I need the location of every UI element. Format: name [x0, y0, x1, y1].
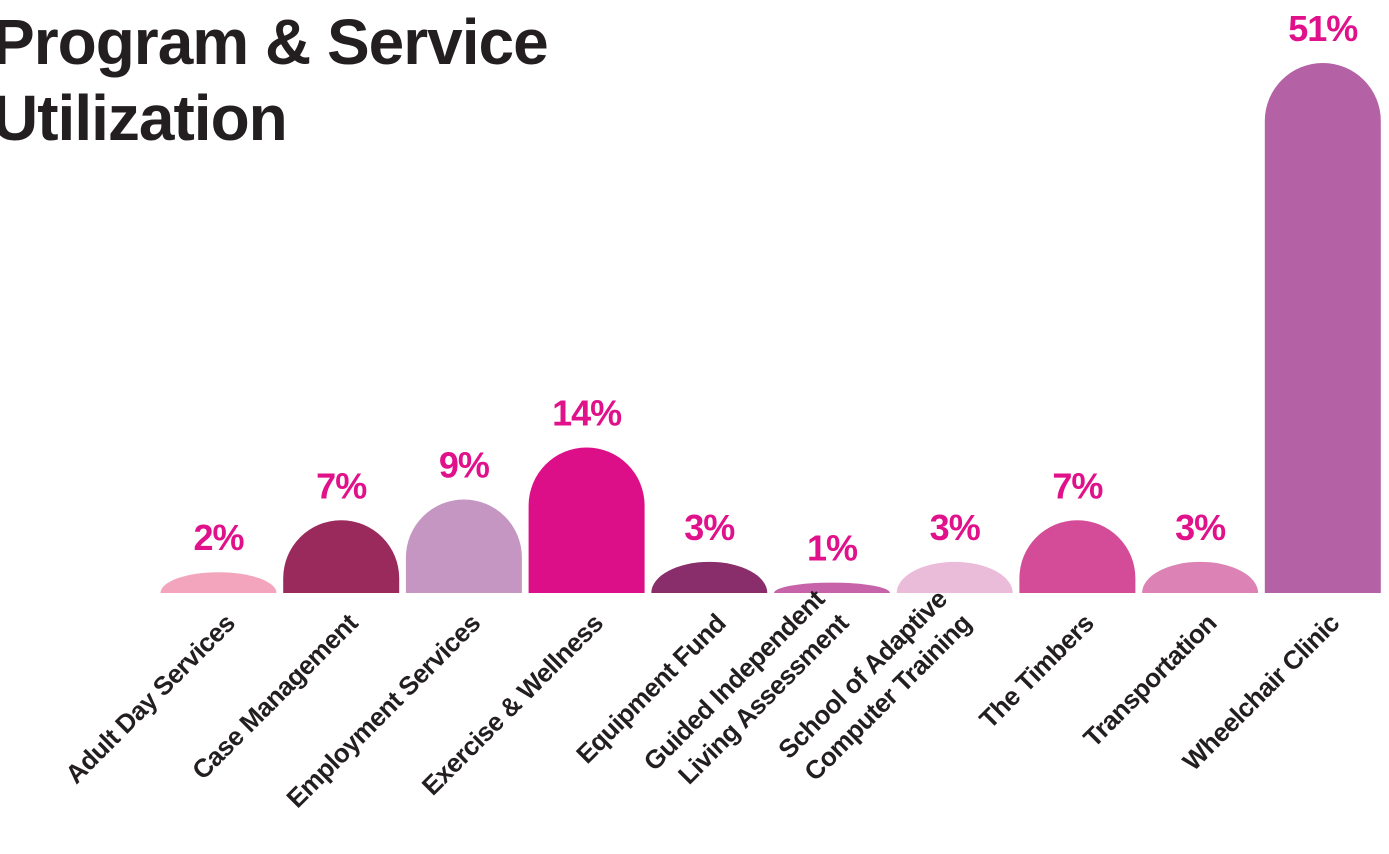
value-label-wheelchair-clinic: 51% — [1288, 8, 1358, 49]
value-label-case-management: 7% — [316, 465, 367, 506]
value-label-transportation: 3% — [1175, 507, 1226, 548]
value-label-the-timbers: 7% — [1052, 465, 1103, 506]
value-label-employment-services: 9% — [439, 444, 490, 485]
bar-transportation — [1142, 561, 1259, 593]
value-label-adult-day-services: 2% — [193, 517, 244, 558]
value-label-exercise-and-wellness: 14% — [552, 393, 622, 434]
chart-title: Program & Service Utilization — [0, 6, 565, 154]
value-label-guided-independent-living-assessment: 1% — [807, 528, 858, 569]
value-label-school-of-adaptive-computer-training: 3% — [930, 507, 981, 548]
bar-school-of-adaptive-computer-training — [896, 561, 1013, 593]
bar-adult-day-services — [160, 572, 277, 593]
bar-the-timbers — [1019, 520, 1136, 593]
chart-title-line-2: Utilization — [0, 82, 287, 154]
tick-label-the-timbers: The Timbers — [973, 608, 1099, 734]
bar-case-management — [283, 520, 400, 593]
chart-title-line-1: Program & Service — [0, 6, 548, 78]
bar-employment-services — [405, 499, 522, 593]
value-labels-group: 2% 7% 9% 14% 3% 1% 3% 7% 3% 51% — [193, 8, 1359, 569]
bar-equipment-fund — [651, 561, 768, 593]
bars-group — [160, 63, 1381, 593]
tick-label-line: The Timbers — [973, 608, 1099, 734]
value-label-equipment-fund: 3% — [684, 507, 735, 548]
bar-wheelchair-clinic — [1264, 63, 1381, 593]
bar-exercise-and-wellness — [528, 447, 645, 593]
bar-guided-independent-living-assessment — [774, 582, 890, 593]
